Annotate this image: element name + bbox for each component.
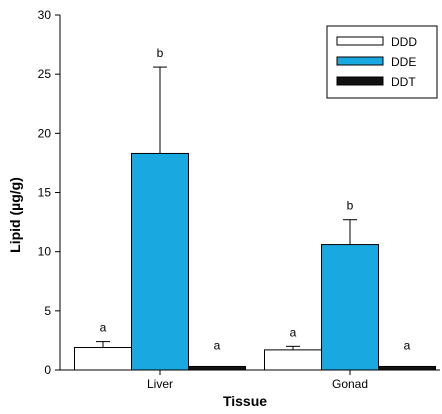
legend: DDD DDE DDT (326, 25, 438, 99)
y-tick-label: 20 (38, 126, 52, 140)
bar-ddd-liver (74, 347, 132, 371)
significance-label: a (404, 338, 411, 352)
y-tick-label: 0 (44, 363, 51, 377)
bar-dde-liver (131, 152, 189, 371)
x-axis-title: Tissue (223, 393, 267, 409)
legend-label-ddt: DDT (391, 75, 416, 89)
significance-label: a (100, 321, 107, 335)
y-tick-label: 15 (38, 186, 52, 200)
bar-ddd-gonad (264, 349, 322, 371)
significance-label: b (157, 46, 164, 60)
x-tick-label: Gonad (332, 377, 368, 391)
x-tick-label: Liver (147, 377, 173, 391)
y-tick-label: 30 (38, 8, 52, 22)
legend-swatch-ddt (336, 76, 384, 86)
significance-label: a (214, 338, 221, 352)
bar-dde-gonad (321, 244, 379, 371)
y-axis-title: Lipid (µg/g) (7, 177, 23, 253)
y-tick-label: 10 (38, 245, 52, 259)
bar-ddt-liver (188, 365, 246, 371)
y-tick-label: 25 (38, 67, 52, 81)
legend-label-ddd: DDD (391, 35, 417, 49)
y-tick-label: 5 (44, 304, 51, 318)
bar-ddt-gonad (378, 365, 436, 371)
significance-label: b (347, 199, 354, 213)
plot-area: 0 5 10 15 20 25 30 a b a Liver a b a Gonad (38, 8, 440, 391)
significance-label: a (290, 325, 297, 339)
legend-swatch-ddd (336, 36, 384, 46)
legend-swatch-dde (336, 56, 384, 66)
legend-label-dde: DDE (391, 55, 416, 69)
